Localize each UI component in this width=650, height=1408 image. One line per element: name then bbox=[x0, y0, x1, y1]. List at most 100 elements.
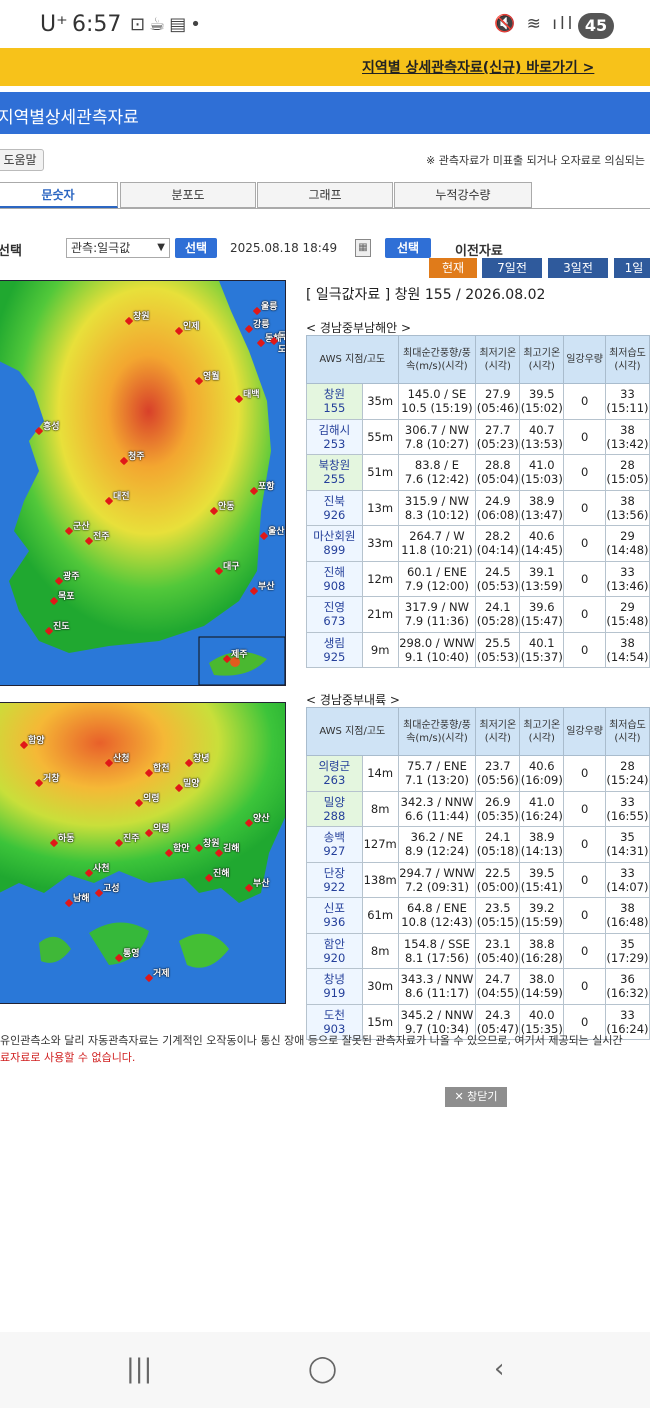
station-name: 진영 bbox=[323, 600, 345, 615]
cell-value: 24.1 bbox=[484, 600, 511, 615]
period-7days-button[interactable]: 7일전 bbox=[482, 258, 542, 278]
cell-value: 9.7 (10:34) bbox=[404, 1021, 469, 1036]
cell-value: 7.1 (13:20) bbox=[404, 773, 469, 788]
map-label: 사천 bbox=[93, 864, 110, 874]
station-cell[interactable]: 함안 920 bbox=[306, 932, 363, 969]
gyeongnam-map[interactable]: 함양 산청 거창 합천 창녕 밀양 의령 진주 사천 남해 통영 거제 김해 부산 양산 창원 진해 하동 고성 의령… bbox=[0, 702, 286, 1004]
cell-value: 7.6 (12:42) bbox=[404, 472, 469, 487]
cell-value: 23.7 bbox=[484, 759, 511, 774]
map-label: 창녕 bbox=[193, 754, 210, 764]
cell-value: (15:37) bbox=[520, 649, 563, 664]
cell-value: (05:40) bbox=[476, 950, 519, 965]
period-1day-button[interactable]: 1일 bbox=[614, 258, 650, 278]
station-cell[interactable]: 진해 908 bbox=[306, 560, 363, 597]
home-icon[interactable]: ◯ bbox=[308, 1354, 338, 1384]
station-cell[interactable]: 밀양 288 bbox=[306, 790, 363, 827]
map-label: 의령 bbox=[153, 824, 170, 834]
value-cell: 127m bbox=[361, 826, 399, 863]
value-cell: 0 bbox=[563, 383, 606, 420]
value-cell: 0 bbox=[563, 897, 606, 934]
column-header: 최고기온(시각) bbox=[519, 335, 565, 384]
select-date-button[interactable]: 선택 bbox=[385, 238, 431, 258]
datetime-field[interactable]: 2025.08.18 18:49 bbox=[230, 241, 338, 255]
station-cell[interactable]: 의령군 263 bbox=[306, 755, 363, 792]
station-cell[interactable]: 신포 936 bbox=[306, 897, 363, 934]
station-cell[interactable]: 진영 673 bbox=[306, 596, 363, 633]
tab-cumulative-rain[interactable]: 누적강수량 bbox=[394, 182, 532, 208]
station-cell[interactable]: 단장 922 bbox=[306, 861, 363, 898]
cell-value: 38.9 bbox=[528, 830, 555, 845]
value-cell: 39.5 (15:41) bbox=[519, 861, 565, 898]
cell-value: 28.8 bbox=[484, 458, 511, 473]
station-name: 단장 bbox=[323, 865, 345, 880]
clock: 6:57 bbox=[72, 12, 122, 37]
cell-value: 51m bbox=[367, 465, 394, 480]
cell-value: 21m bbox=[367, 607, 394, 622]
select-button[interactable]: 선택 bbox=[175, 238, 217, 258]
value-cell: 0 bbox=[563, 755, 606, 792]
android-nav-bar: ||| ◯ ‹ bbox=[0, 1332, 650, 1408]
value-cell: 14m bbox=[361, 755, 399, 792]
value-cell: 40.6 (16:09) bbox=[519, 755, 565, 792]
cell-value: 673 bbox=[323, 614, 346, 629]
cell-value: 0 bbox=[580, 571, 589, 586]
table-row: 생림 925 9m 298.0 / WNW 9.1 (10:40) 25.5 (05:53)… bbox=[306, 631, 650, 668]
tab-distribution[interactable]: 분포도 bbox=[120, 182, 256, 208]
station-cell[interactable]: 창원 155 bbox=[306, 383, 363, 420]
cell-value: (15:03) bbox=[520, 472, 563, 487]
map-label: 강릉 bbox=[253, 320, 270, 330]
battery-icon: 45 bbox=[578, 13, 614, 39]
station-name: 북창원 bbox=[318, 458, 351, 473]
cell-value: 8.3 (10:12) bbox=[404, 507, 469, 522]
observation-select[interactable]: 관측:일극값 ▼ bbox=[66, 238, 170, 258]
cell-value: 145.0 / SE bbox=[407, 387, 467, 402]
cell-value: 8m bbox=[370, 801, 390, 816]
station-cell[interactable]: 북창원 255 bbox=[306, 454, 363, 491]
value-cell: 0 bbox=[563, 631, 606, 668]
value-cell: 28.8 (05:04) bbox=[475, 454, 521, 491]
value-cell: 83.8 / E 7.6 (12:42) bbox=[397, 454, 477, 491]
calendar-icon[interactable]: ▦ bbox=[355, 239, 371, 257]
map-label: 포항 bbox=[258, 482, 275, 492]
table-row: 진영 673 21m 317.9 / NW 7.9 (11:36) 24.1 (05:28)… bbox=[306, 596, 650, 633]
recent-apps-icon[interactable]: ||| bbox=[126, 1354, 153, 1384]
help-button[interactable]: 도움말 bbox=[0, 149, 44, 171]
cell-value: 0 bbox=[580, 801, 589, 816]
cell-value: (16:24) bbox=[606, 1021, 649, 1036]
station-name: 마산회원 bbox=[313, 529, 356, 544]
cell-value: 83.8 / E bbox=[414, 458, 459, 473]
value-cell: 8m bbox=[361, 790, 399, 827]
value-cell: 0 bbox=[563, 454, 606, 491]
station-name: 창원 bbox=[323, 387, 345, 402]
value-cell: 8m bbox=[361, 932, 399, 969]
station-cell[interactable]: 송백 927 bbox=[306, 826, 363, 863]
section-title-coast: < 경남중부남해안 > bbox=[306, 321, 412, 335]
korea-map[interactable]: 창원인제강릉동해울릉독도영월태백청주대전안동대구전주광주목포부산울산진도제주포항… bbox=[0, 280, 286, 686]
table-row: 함안 920 8m 154.8 / SSE 8.1 (17:56) 23.1 (05:40)… bbox=[306, 932, 650, 969]
value-cell: 0 bbox=[563, 968, 606, 1005]
period-now-button[interactable]: 현재 bbox=[429, 258, 477, 278]
cell-value: (05:28) bbox=[476, 614, 519, 629]
tab-graph[interactable]: 그래프 bbox=[257, 182, 393, 208]
period-3days-button[interactable]: 3일전 bbox=[548, 258, 608, 278]
station-cell[interactable]: 창녕 919 bbox=[306, 968, 363, 1005]
close-window-button[interactable]: ✕ 창닫기 bbox=[445, 1087, 507, 1107]
tab-text[interactable]: 문숫자 bbox=[0, 182, 118, 208]
cell-value: 38.0 bbox=[528, 972, 555, 987]
detail-link[interactable]: 지역별 상세관측자료(신규) 바로가기 > bbox=[362, 60, 595, 76]
cell-value: 9m bbox=[370, 642, 390, 657]
station-cell[interactable]: 김해시 253 bbox=[306, 418, 363, 455]
cell-value: 0 bbox=[580, 908, 589, 923]
value-cell: 39.5 (15:02) bbox=[519, 383, 565, 420]
value-cell: 40.0 (15:35) bbox=[519, 1003, 565, 1040]
station-cell[interactable]: 마산회원 899 bbox=[306, 525, 363, 562]
tab-divider bbox=[0, 208, 650, 209]
value-cell: 0 bbox=[563, 932, 606, 969]
cell-value: (15:48) bbox=[606, 614, 649, 629]
cell-value: 903 bbox=[323, 1021, 346, 1036]
previous-data-link[interactable]: 이전자료 bbox=[455, 244, 503, 259]
station-cell[interactable]: 도천 903 bbox=[306, 1003, 363, 1040]
station-cell[interactable]: 생림 925 bbox=[306, 631, 363, 668]
station-cell[interactable]: 진북 926 bbox=[306, 489, 363, 526]
back-icon[interactable]: ‹ bbox=[494, 1354, 505, 1384]
